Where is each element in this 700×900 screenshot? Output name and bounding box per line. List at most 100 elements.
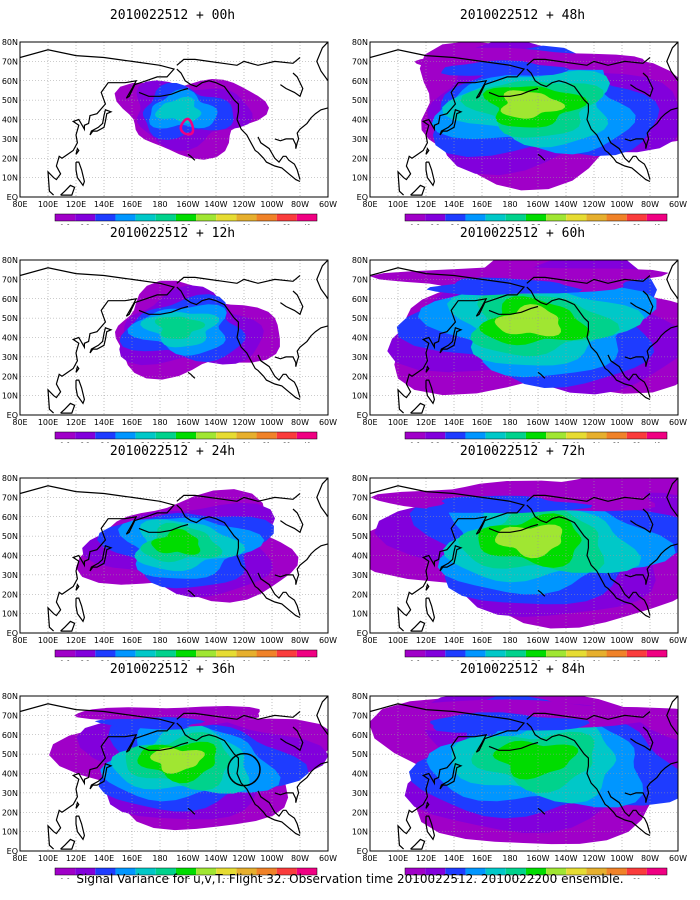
map-panel-48h: 2010022512 + 48h EQ 10N 20N 30N 40N 50N 60N 70N… xyxy=(350,0,695,225)
colorbar-swatch xyxy=(465,214,486,221)
variance-contour-fill xyxy=(494,524,563,559)
coastline xyxy=(257,354,301,398)
colorbar-label: 14 xyxy=(593,660,601,661)
coastline xyxy=(280,72,304,98)
lon-tick-label: 140W xyxy=(554,200,577,209)
lat-tick-label: 50N xyxy=(352,750,368,759)
lat-tick-label: 20N xyxy=(352,590,368,599)
colorbar-swatch xyxy=(155,214,176,221)
coastline xyxy=(488,305,539,315)
coastline xyxy=(624,574,647,585)
lat-tick-label: EQ xyxy=(7,193,18,202)
colorbar-label: 40 xyxy=(303,442,311,443)
coastline xyxy=(526,504,651,619)
panel-title: 2010022512 + 60h xyxy=(459,226,586,241)
colorbar-swatch xyxy=(135,868,156,875)
coastline xyxy=(138,523,189,533)
variance-contour-fill xyxy=(74,706,260,727)
colorbar-swatch xyxy=(175,868,197,875)
coastline xyxy=(630,72,654,98)
colorbar-swatch xyxy=(55,868,76,875)
lon-tick-label: 160E xyxy=(122,636,142,645)
lon-tick-label: 80E xyxy=(12,636,27,645)
coastline xyxy=(624,356,647,367)
lon-tick-label: 120E xyxy=(416,636,436,645)
coastline xyxy=(20,267,176,414)
colorbar-swatch xyxy=(505,432,526,439)
lon-tick-label: 160W xyxy=(176,636,199,645)
lon-tick-label: 120E xyxy=(66,636,86,645)
colorbar-swatch xyxy=(566,214,587,221)
colorbar-label: 7.5 xyxy=(181,442,191,443)
lat-tick-label: 60N xyxy=(352,513,368,522)
lon-tick-label: 60W xyxy=(669,200,687,209)
map-frame xyxy=(19,259,329,416)
lon-tick-label: 140E xyxy=(444,418,464,427)
coastline xyxy=(425,801,430,809)
colorbar-swatch xyxy=(75,432,96,439)
coastline xyxy=(624,138,647,149)
lon-tick-label: 80E xyxy=(12,854,27,863)
lon-tick-label: 100E xyxy=(38,418,58,427)
coastline xyxy=(370,485,526,632)
lat-tick-label: 10N xyxy=(352,174,368,183)
lat-tick-label: 30N xyxy=(2,135,18,144)
lon-tick-label: 180 xyxy=(152,418,167,427)
colorbar-swatch xyxy=(296,214,317,221)
map-panel-36h: 2010022512 + 36h EQ 10N 20N 30N 40N 50N 60N 70N… xyxy=(0,654,345,879)
colorbar-swatch xyxy=(505,650,526,657)
coastline xyxy=(257,136,301,180)
lat-tick-label: 70N xyxy=(352,493,368,502)
colorbar-frame xyxy=(54,213,318,222)
colorbar-swatch xyxy=(55,432,76,439)
colorbar-swatch xyxy=(155,432,176,439)
colorbar-label: 4 xyxy=(124,660,128,661)
lon-tick-label: 160W xyxy=(526,418,549,427)
coastline xyxy=(176,275,301,284)
colorbar-swatch xyxy=(425,432,446,439)
coastline xyxy=(187,589,196,597)
lat-tick-label: 60N xyxy=(2,731,18,740)
coastline xyxy=(89,763,113,790)
colorbar-label: 11 xyxy=(572,224,580,225)
colorbar-swatch xyxy=(465,650,486,657)
coastline xyxy=(257,572,301,616)
lat-tick-label: 30N xyxy=(352,353,368,362)
coastline xyxy=(280,290,304,316)
coastline xyxy=(89,109,113,136)
lon-tick-label: 180 xyxy=(152,854,167,863)
lat-tick-label: 80N xyxy=(352,256,368,265)
coastline xyxy=(274,574,297,585)
colorbar-swatch xyxy=(256,650,277,657)
lat-tick-label: 10N xyxy=(352,610,368,619)
lat-tick-label: 80N xyxy=(352,692,368,701)
coastline xyxy=(75,379,86,405)
lat-tick-label: 80N xyxy=(2,692,18,701)
coastline xyxy=(488,523,539,533)
colorbar-label: 40 xyxy=(303,878,311,879)
colorbar-swatch xyxy=(55,214,76,221)
colorbar-label: 11 xyxy=(572,660,580,661)
coastline xyxy=(316,260,328,300)
coastline xyxy=(138,305,189,315)
lon-tick-label: 160E xyxy=(472,854,492,863)
lon-tick-label: 120W xyxy=(232,854,255,863)
colorbar-swatch xyxy=(566,868,587,875)
colorbar-swatch xyxy=(546,432,567,439)
lon-tick-label: 140W xyxy=(204,418,227,427)
colorbar-swatch xyxy=(445,214,466,221)
coastline xyxy=(537,371,546,379)
lon-tick-label: 100W xyxy=(610,418,633,427)
variance-map: EQ 10N 20N 30N 40N 50N 60N 70N 80N 80E 100E 120E 140… xyxy=(352,38,687,225)
lon-tick-label: 140W xyxy=(554,854,577,863)
lon-tick-label: 100W xyxy=(610,854,633,863)
lon-tick-label: 120W xyxy=(232,636,255,645)
colorbar-label: 11 xyxy=(572,442,580,443)
colorbar-swatch xyxy=(95,432,116,439)
colorbar-label: 3.1 xyxy=(101,224,111,225)
coastline xyxy=(60,838,76,850)
variance-contour-fill xyxy=(500,90,566,119)
variance-contour-fill xyxy=(492,740,579,780)
lat-tick-label: EQ xyxy=(357,629,368,638)
lon-tick-label: 100W xyxy=(260,200,283,209)
